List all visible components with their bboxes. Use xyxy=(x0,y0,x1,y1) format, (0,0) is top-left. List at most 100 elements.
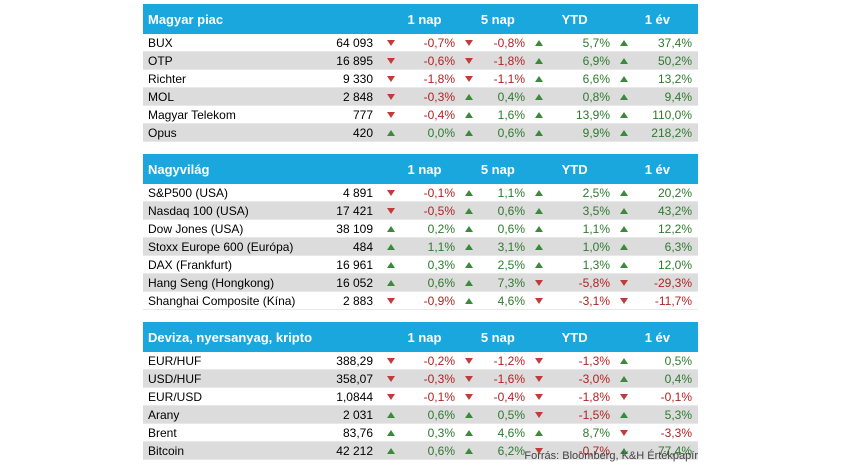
row-label: S&P500 (USA) xyxy=(148,185,229,200)
change-ytd: -3,1% xyxy=(531,294,616,308)
arrow-up-icon xyxy=(620,375,628,382)
row-label: Shanghai Composite (Kína) xyxy=(148,293,296,308)
change-5-nap: -0,4% xyxy=(461,390,531,404)
row-label: OTP xyxy=(148,53,173,68)
arrow-up-icon xyxy=(535,189,543,196)
row-label: Brent xyxy=(148,425,177,440)
row-value: 2 848 xyxy=(342,89,373,104)
change-value: 0,6% xyxy=(427,407,455,422)
arrow-down-icon xyxy=(535,411,543,418)
arrow-down-icon xyxy=(387,39,395,46)
row-label: DAX (Frankfurt) xyxy=(148,257,233,272)
row-label: Hang Seng (Hongkong) xyxy=(148,275,275,290)
change-value: 1,1% xyxy=(582,221,610,236)
arrow-down-icon xyxy=(465,393,473,400)
arrow-down-icon xyxy=(387,93,395,100)
change-value: 9,9% xyxy=(582,125,610,140)
table-row: S&P500 (USA) 4 891 -0,1% 1,1% 2,5% 20,2% xyxy=(143,184,698,202)
arrow-up-icon xyxy=(535,129,543,136)
row-value: 1,0844 xyxy=(336,389,373,404)
change-value: -0,7% xyxy=(423,35,455,50)
arrow-down-icon xyxy=(387,75,395,82)
change-5-nap: 0,6% xyxy=(461,126,531,140)
section-2: Deviza, nyersanyag, kripto 1 nap 5 nap YTD 1… xyxy=(143,322,698,460)
change-value: 6,3% xyxy=(664,239,692,254)
change-1-ev: 37,4% xyxy=(616,36,698,50)
row-value: 777 xyxy=(352,107,373,122)
change-value: -1,2% xyxy=(493,353,525,368)
change-1-nap: 0,3% xyxy=(383,258,461,272)
arrow-up-icon xyxy=(620,207,628,214)
arrow-up-icon xyxy=(535,429,543,436)
change-5-nap: 0,5% xyxy=(461,408,531,422)
table-row: EUR/USD 1,0844 -0,1% -0,4% -1,8% -0,1% xyxy=(143,388,698,406)
change-ytd: -0,7% xyxy=(531,444,616,458)
change-value: 7,3% xyxy=(497,275,525,290)
arrow-down-icon xyxy=(387,375,395,382)
section-0: Magyar piac 1 nap 5 nap YTD 1 év BUX 64 093 -0,… xyxy=(143,4,698,142)
change-ytd: 8,7% xyxy=(531,426,616,440)
section-header: Deviza, nyersanyag, kripto 1 nap 5 nap YTD 1… xyxy=(143,322,698,352)
arrow-down-icon xyxy=(465,375,473,382)
change-1-nap: -0,7% xyxy=(383,36,461,50)
source-note: Forrás: Bloomberg, K&H Értékpapír xyxy=(524,450,698,462)
table-row: MOL 2 848 -0,3% 0,4% 0,8% 9,4% xyxy=(143,88,698,106)
change-1-nap: -0,2% xyxy=(383,354,461,368)
change-value: -1,6% xyxy=(493,371,525,386)
change-value: 37,4% xyxy=(657,35,692,50)
row-label: Dow Jones (USA) xyxy=(148,221,244,236)
change-5-nap: -0,8% xyxy=(461,36,531,50)
change-value: 0,4% xyxy=(497,89,525,104)
column-header-ytd: YTD xyxy=(561,161,588,177)
section-gap xyxy=(143,142,698,154)
arrow-up-icon xyxy=(620,411,628,418)
change-1-nap: 0,6% xyxy=(383,276,461,290)
row-value: 17 421 xyxy=(336,203,373,218)
change-ytd: 6,9% xyxy=(531,54,616,68)
column-header-1-nap: 1 nap xyxy=(407,161,442,177)
change-1-nap: 0,6% xyxy=(383,444,461,458)
change-5-nap: 7,3% xyxy=(461,276,531,290)
arrow-up-icon xyxy=(535,111,543,118)
change-value: 4,6% xyxy=(497,293,525,308)
change-5-nap: 1,1% xyxy=(461,186,531,200)
change-value: -11,7% xyxy=(654,293,692,308)
change-1-ev: 5,3% xyxy=(616,408,698,422)
arrow-down-icon xyxy=(387,189,395,196)
change-ytd: 2,5% xyxy=(531,186,616,200)
change-value: 1,1% xyxy=(497,185,525,200)
arrow-down-icon xyxy=(387,207,395,214)
change-5-nap: -1,8% xyxy=(461,54,531,68)
change-1-nap: -0,1% xyxy=(383,186,461,200)
table-row: BUX 64 093 -0,7% -0,8% 5,7% 37,4% xyxy=(143,34,698,52)
change-value: 50,2% xyxy=(657,53,692,68)
column-header-ytd: YTD xyxy=(561,11,588,27)
table-row: Opus 420 0,0% 0,6% 9,9% 218,2% xyxy=(143,124,698,142)
change-ytd: -1,8% xyxy=(531,390,616,404)
row-value: 64 093 xyxy=(336,35,373,50)
change-value: 1,0% xyxy=(582,239,610,254)
column-header-5-nap: 5 nap xyxy=(480,11,515,27)
table-row: EUR/HUF 388,29 -0,2% -1,2% -1,3% 0,5% xyxy=(143,352,698,370)
arrow-up-icon xyxy=(535,225,543,232)
change-value: 218,2% xyxy=(651,125,692,140)
row-value: 2 883 xyxy=(342,293,373,308)
arrow-up-icon xyxy=(535,93,543,100)
change-1-ev: 43,2% xyxy=(616,204,698,218)
change-value: 0,5% xyxy=(664,353,692,368)
change-value: 13,9% xyxy=(575,107,610,122)
change-1-nap: -0,6% xyxy=(383,54,461,68)
change-1-ev: -3,3% xyxy=(616,426,698,440)
change-5-nap: 0,6% xyxy=(461,222,531,236)
change-value: -29,3% xyxy=(653,275,692,290)
change-value: -0,4% xyxy=(493,389,525,404)
arrow-down-icon xyxy=(535,393,543,400)
arrow-up-icon xyxy=(620,225,628,232)
row-value: 358,07 xyxy=(336,371,373,386)
arrow-up-icon xyxy=(535,39,543,46)
arrow-down-icon xyxy=(535,357,543,364)
change-1-ev: 9,4% xyxy=(616,90,698,104)
change-value: 2,5% xyxy=(582,185,610,200)
change-ytd: 1,3% xyxy=(531,258,616,272)
change-value: 0,6% xyxy=(427,443,455,458)
